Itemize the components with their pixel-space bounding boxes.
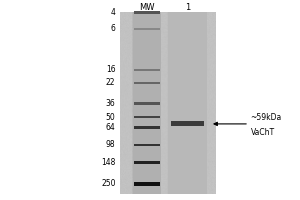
Text: 50: 50 [106,113,116,122]
Text: ~59kDa: ~59kDa [250,113,282,122]
Bar [134,144,160,146]
Bar [134,11,160,14]
Bar [133,12,161,194]
Bar [134,116,160,118]
Bar [168,12,207,194]
Text: 4: 4 [111,8,116,17]
Bar [134,102,160,105]
Bar [134,69,160,71]
Bar [134,82,160,84]
Text: 36: 36 [106,99,116,108]
Bar [134,126,160,129]
Text: MW: MW [139,3,155,12]
Bar [171,121,204,126]
Bar [134,182,160,186]
Text: 1: 1 [185,3,190,12]
Text: 250: 250 [101,179,116,188]
Text: 64: 64 [106,123,116,132]
Text: 148: 148 [101,158,116,167]
Bar [134,28,160,30]
Bar [134,161,160,164]
Text: 22: 22 [106,78,116,87]
Text: 98: 98 [106,140,116,149]
Text: VaChT: VaChT [250,128,274,137]
Text: 6: 6 [111,24,116,33]
Text: 16: 16 [106,65,116,74]
Bar [120,12,216,194]
